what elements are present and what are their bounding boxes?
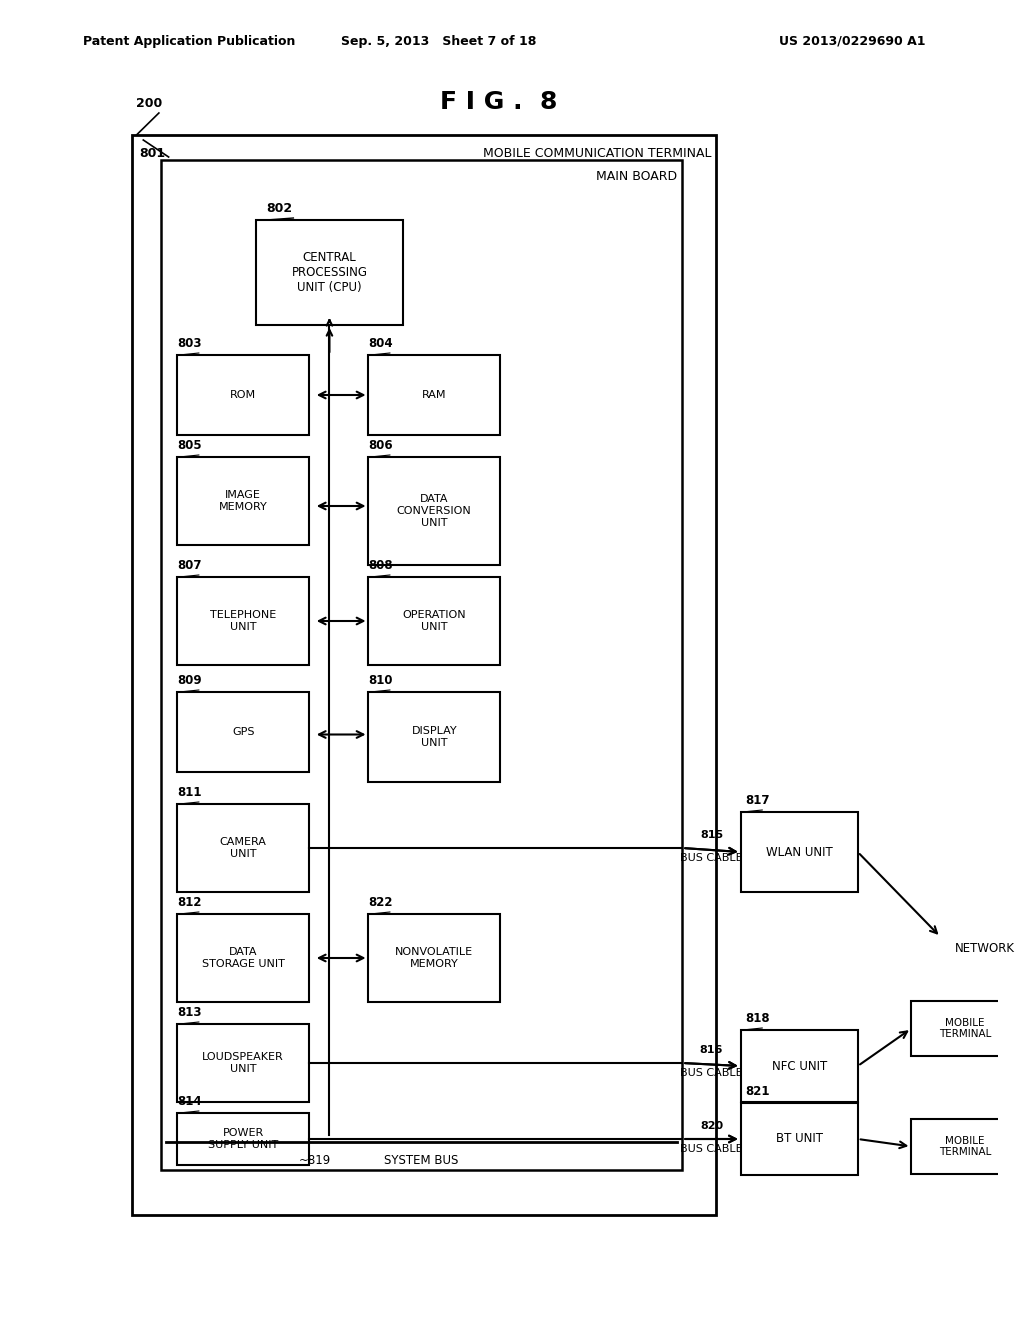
FancyBboxPatch shape	[177, 457, 309, 545]
FancyBboxPatch shape	[256, 220, 402, 325]
Text: OPERATION
UNIT: OPERATION UNIT	[402, 610, 466, 632]
Text: 812: 812	[177, 896, 202, 909]
FancyBboxPatch shape	[740, 1104, 858, 1175]
Text: 808: 808	[369, 558, 393, 572]
Text: 821: 821	[745, 1085, 770, 1098]
Text: WLAN UNIT: WLAN UNIT	[766, 846, 833, 858]
Text: MOBILE
TERMINAL: MOBILE TERMINAL	[939, 1018, 991, 1039]
Text: 802: 802	[266, 202, 292, 215]
Text: BUS CABLE: BUS CABLE	[680, 1144, 742, 1154]
Text: NONVOLATILE
MEMORY: NONVOLATILE MEMORY	[395, 948, 473, 969]
FancyBboxPatch shape	[177, 355, 309, 436]
Text: 813: 813	[177, 1006, 202, 1019]
Text: SYSTEM BUS: SYSTEM BUS	[384, 1154, 459, 1167]
FancyBboxPatch shape	[369, 457, 500, 565]
FancyBboxPatch shape	[369, 913, 500, 1002]
Text: DATA
CONVERSION
UNIT: DATA CONVERSION UNIT	[397, 495, 472, 528]
Text: BUS CABLE: BUS CABLE	[680, 1068, 742, 1078]
Text: 806: 806	[369, 440, 393, 451]
Text: 803: 803	[177, 337, 202, 350]
Text: MOBILE
TERMINAL: MOBILE TERMINAL	[939, 1135, 991, 1158]
Text: 816: 816	[699, 1045, 723, 1055]
Text: CAMERA
UNIT: CAMERA UNIT	[220, 837, 266, 859]
Text: 811: 811	[177, 785, 202, 799]
Text: TELEPHONE
UNIT: TELEPHONE UNIT	[210, 610, 276, 632]
Text: MOBILE COMMUNICATION TERMINAL: MOBILE COMMUNICATION TERMINAL	[483, 147, 712, 160]
Text: LOUDSPEAKER
UNIT: LOUDSPEAKER UNIT	[203, 1052, 284, 1073]
FancyBboxPatch shape	[177, 577, 309, 665]
FancyBboxPatch shape	[177, 1024, 309, 1102]
Text: NETWORK: NETWORK	[955, 942, 1015, 956]
Text: NFC UNIT: NFC UNIT	[772, 1060, 827, 1072]
Text: 818: 818	[745, 1012, 770, 1026]
Text: GPS: GPS	[232, 727, 254, 737]
Text: 822: 822	[369, 896, 393, 909]
Text: 815: 815	[700, 830, 723, 840]
FancyBboxPatch shape	[911, 1001, 1019, 1056]
Text: 814: 814	[177, 1096, 202, 1107]
Text: 807: 807	[177, 558, 202, 572]
Text: IMAGE
MEMORY: IMAGE MEMORY	[219, 490, 267, 512]
FancyBboxPatch shape	[911, 1119, 1019, 1173]
Text: F I G .  8: F I G . 8	[440, 90, 558, 114]
Text: POWER
SUPPLY UNIT: POWER SUPPLY UNIT	[208, 1129, 279, 1150]
FancyBboxPatch shape	[177, 1113, 309, 1166]
Text: CENTRAL
PROCESSING
UNIT (CPU): CENTRAL PROCESSING UNIT (CPU)	[292, 251, 368, 294]
Text: 200: 200	[136, 96, 163, 110]
FancyBboxPatch shape	[177, 913, 309, 1002]
Text: 809: 809	[177, 675, 202, 686]
FancyBboxPatch shape	[740, 1030, 858, 1102]
Text: Sep. 5, 2013   Sheet 7 of 18: Sep. 5, 2013 Sheet 7 of 18	[341, 36, 537, 48]
Text: MAIN BOARD: MAIN BOARD	[596, 170, 678, 183]
Text: BT UNIT: BT UNIT	[776, 1133, 822, 1146]
FancyBboxPatch shape	[177, 804, 309, 892]
Text: Patent Application Publication: Patent Application Publication	[83, 36, 295, 48]
FancyBboxPatch shape	[132, 135, 717, 1214]
Text: DISPLAY
UNIT: DISPLAY UNIT	[412, 726, 457, 748]
FancyBboxPatch shape	[369, 577, 500, 665]
Text: 820: 820	[700, 1121, 723, 1131]
FancyBboxPatch shape	[177, 692, 309, 772]
FancyBboxPatch shape	[740, 812, 858, 892]
Text: 810: 810	[369, 675, 393, 686]
FancyBboxPatch shape	[161, 160, 682, 1170]
Text: DATA
STORAGE UNIT: DATA STORAGE UNIT	[202, 948, 285, 969]
Text: 805: 805	[177, 440, 202, 451]
Text: 801: 801	[139, 147, 166, 160]
Text: ROM: ROM	[230, 389, 256, 400]
Text: US 2013/0229690 A1: US 2013/0229690 A1	[779, 36, 926, 48]
Text: RAM: RAM	[422, 389, 446, 400]
Text: BUS CABLE: BUS CABLE	[680, 853, 742, 863]
FancyBboxPatch shape	[369, 355, 500, 436]
Text: 817: 817	[745, 795, 770, 807]
FancyBboxPatch shape	[369, 692, 500, 781]
Text: 804: 804	[369, 337, 393, 350]
Text: ~819: ~819	[299, 1154, 331, 1167]
